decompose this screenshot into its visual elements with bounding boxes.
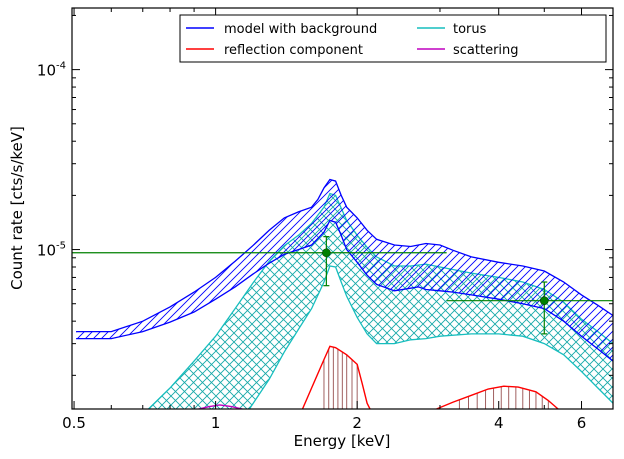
x-tick-label: 6 bbox=[577, 414, 587, 432]
model-upper-line bbox=[76, 178, 613, 333]
x-tick-label: 4 bbox=[494, 414, 504, 432]
legend-box bbox=[179, 14, 607, 63]
y-tick-base: 10 bbox=[37, 242, 56, 260]
data-point-marker bbox=[539, 296, 549, 305]
y-tick-exponent: -5 bbox=[56, 241, 66, 252]
legend-label-model: model with background bbox=[224, 22, 377, 37]
y-tick-label: 10-4 bbox=[37, 61, 66, 80]
x-axis-label: Energy [keV] bbox=[294, 432, 391, 450]
torus-band-fill bbox=[148, 193, 613, 409]
model-lower-line bbox=[76, 219, 613, 362]
y-axis-label: Count rate [cts/s/keV] bbox=[8, 126, 26, 290]
torus-lower-line bbox=[248, 265, 613, 409]
reflection-curve bbox=[436, 385, 559, 409]
scattering-curve bbox=[198, 404, 243, 409]
reflection-curve bbox=[301, 345, 371, 409]
y-tick-base: 10 bbox=[37, 62, 56, 80]
data-point-group bbox=[446, 281, 613, 335]
data-point-group bbox=[72, 236, 447, 287]
plot-frame bbox=[71, 7, 614, 410]
y-tick-label: 10-5 bbox=[37, 241, 66, 260]
x-tick-label: 0.5 bbox=[62, 414, 86, 432]
legend-label-reflection: reflection component bbox=[224, 43, 363, 58]
x-tick-label: 2 bbox=[352, 414, 362, 432]
data-point-marker bbox=[322, 248, 331, 258]
x-tick-label: 1 bbox=[211, 414, 221, 432]
y-tick-exponent: -4 bbox=[56, 61, 66, 72]
legend-label-scattering: scattering bbox=[453, 43, 519, 58]
model-band-fill bbox=[76, 179, 613, 362]
legend-label-torus: torus bbox=[453, 22, 487, 37]
